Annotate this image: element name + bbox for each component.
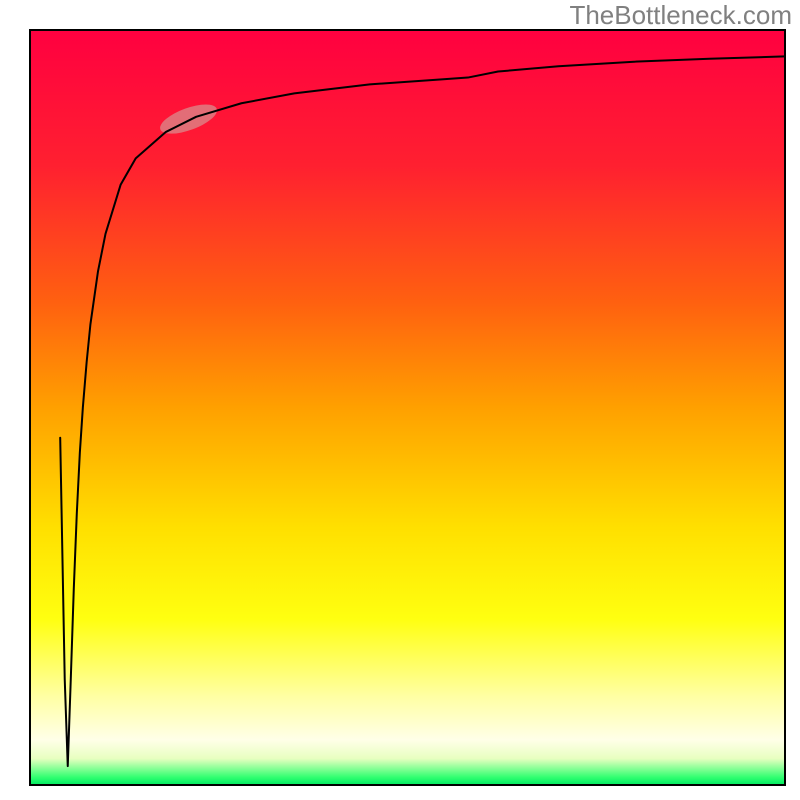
plot-background xyxy=(30,30,785,785)
bottleneck-chart: TheBottleneck.com xyxy=(0,0,800,800)
chart-svg xyxy=(0,0,800,800)
watermark-label: TheBottleneck.com xyxy=(569,0,792,31)
